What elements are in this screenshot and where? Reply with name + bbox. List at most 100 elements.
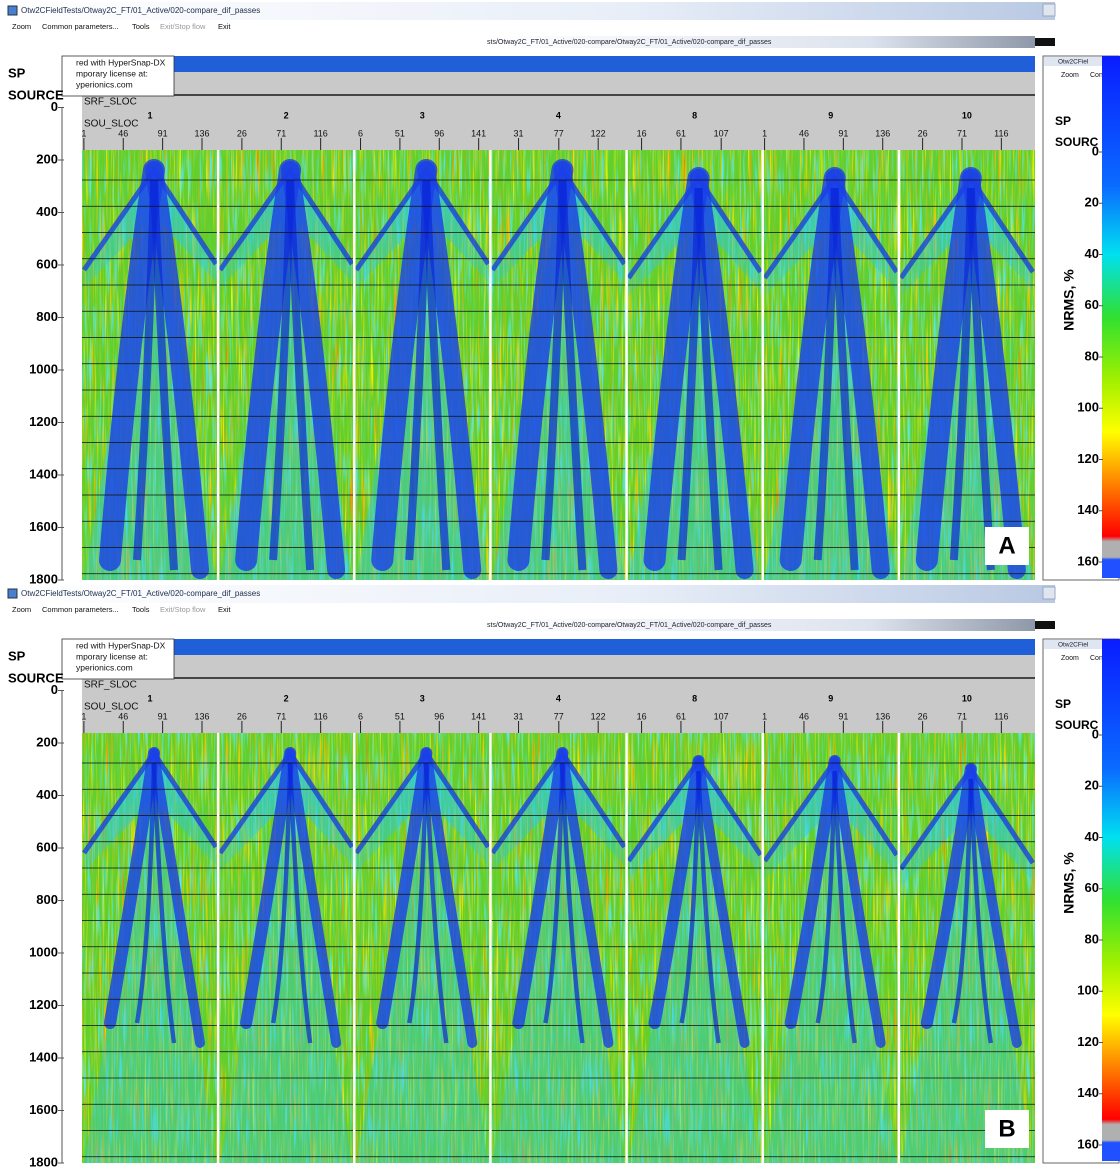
- srf-sloc-label: 1: [147, 110, 152, 120]
- direct-event: [951, 778, 974, 1024]
- y-tick-label: 1200: [29, 997, 58, 1012]
- direct-event: [779, 167, 846, 571]
- direct-event: [285, 748, 342, 1048]
- sou-sloc-label: 26: [237, 128, 247, 138]
- srf-sloc-label: 2: [284, 693, 289, 703]
- direct-event: [966, 187, 995, 571]
- path-text: sts/Otway2C_FT/01_Active/020-compare/Otw…: [487, 39, 772, 46]
- path-text: sts/Otway2C_FT/01_Active/020-compare/Otw…: [487, 622, 772, 629]
- path-strip: [485, 619, 1035, 631]
- direct-event: [99, 159, 165, 571]
- direct-event: [648, 754, 705, 1030]
- lower-fan: [900, 769, 1033, 1163]
- y-tick-label: 800: [36, 892, 58, 907]
- direct-event: [543, 762, 565, 1024]
- sou-sloc-label: 141: [471, 128, 486, 138]
- direct-event: [281, 161, 346, 579]
- sou-sloc-label: 116: [313, 128, 327, 138]
- sou-sloc-label: 51: [395, 711, 405, 721]
- sou-sloc-label: 1: [81, 711, 86, 721]
- direct-event: [829, 756, 886, 1048]
- menu-item[interactable]: Exit/Stop flow: [160, 605, 206, 614]
- sou-sloc-label: 26: [918, 711, 928, 721]
- direct-event: [679, 770, 701, 1024]
- menu-item[interactable]: Exit: [218, 22, 231, 31]
- direct-event: [915, 167, 982, 571]
- colorbar-tick-label: 0: [1092, 726, 1099, 741]
- panel-label-box: [985, 527, 1029, 565]
- watermark-line: yperionics.com: [76, 662, 133, 672]
- menu-item[interactable]: Exit: [218, 605, 231, 614]
- y-tick-label: 600: [36, 256, 58, 271]
- sou-sloc-label: 46: [118, 128, 128, 138]
- direct-event: [968, 778, 994, 1044]
- header: [82, 72, 1035, 150]
- colorbar-tick-label: 100: [1077, 983, 1099, 998]
- sou-sloc-label: 1: [81, 128, 86, 138]
- colorbar-tick-label: 120: [1077, 1034, 1099, 1049]
- direct-event: [417, 161, 482, 579]
- colorbar-axis-label: SOURC: [1055, 718, 1099, 732]
- colorbar-window-title: Otw2CFiel: [1058, 642, 1089, 649]
- direct-event: [151, 762, 177, 1044]
- path-strip: [485, 36, 1035, 48]
- menu-item[interactable]: Zoom: [12, 22, 31, 31]
- menu-item[interactable]: Exit/Stop flow: [160, 22, 206, 31]
- sou-sloc-label: 77: [554, 711, 564, 721]
- menu-item[interactable]: Zoom: [12, 605, 31, 614]
- direct-event: [270, 762, 293, 1024]
- srf-sloc-label: 10: [962, 110, 972, 120]
- colorbar-tick-label: 140: [1077, 1085, 1099, 1100]
- seismic-image: [82, 150, 1035, 580]
- sou-sloc-label: 6: [358, 128, 363, 138]
- watermark-box: [61, 638, 175, 680]
- lower-fan: [628, 761, 761, 1163]
- sou-sloc-label: 136: [194, 128, 209, 138]
- sou-sloc-label: 1: [762, 711, 767, 721]
- srf-sloc-label: 10: [962, 693, 972, 703]
- menu-item[interactable]: Common parameters...: [42, 605, 119, 614]
- colorbar-menu-item: Zoom: [1061, 72, 1079, 79]
- sou-sloc-label: 61: [676, 711, 686, 721]
- title-bar: [0, 585, 1055, 603]
- colorbar-window-title: Otw2CFiel: [1058, 59, 1089, 66]
- menu-item[interactable]: Tools: [132, 605, 150, 614]
- axis-label: SP: [8, 648, 26, 663]
- colorbar-tick-label: 140: [1077, 502, 1099, 517]
- direct-event: [832, 770, 857, 1044]
- direct-event: [235, 159, 302, 571]
- srf-sloc-label: 4: [556, 110, 561, 120]
- colorbar-axis-label: SP: [1055, 114, 1071, 128]
- lower-fan: [220, 753, 353, 1163]
- menu-item[interactable]: Tools: [132, 22, 150, 31]
- colorbar-gradient: [1102, 639, 1120, 1161]
- sou-sloc-label: 16: [637, 711, 647, 721]
- y-tick-label: 1400: [29, 1049, 58, 1064]
- sou-sloc-label: 71: [957, 711, 967, 721]
- sou-sloc-label: 26: [237, 711, 247, 721]
- sou-sloc-label: 116: [994, 128, 1008, 138]
- colorbar-tick-label: 40: [1085, 829, 1099, 844]
- lower-fan: [492, 753, 625, 1163]
- direct-event: [134, 762, 157, 1024]
- lower-fan: [84, 753, 216, 1163]
- menu-item[interactable]: Common parameters...: [42, 22, 119, 31]
- window-panel: Otw2CFieldTests/Otway2C_FT/01_Active/020…: [0, 585, 1120, 1169]
- seismic-image: [82, 733, 1035, 1163]
- direct-event: [407, 762, 429, 1024]
- y-tick-label: 200: [36, 151, 58, 166]
- colorbar-title-bar: [1044, 57, 1102, 66]
- watermark-line: red with HyperSnap-DX: [76, 57, 166, 67]
- window-control: [1042, 586, 1056, 600]
- colorbar-tick-label: 160: [1077, 1136, 1099, 1151]
- direct-event: [693, 756, 750, 1048]
- blue-bar: [82, 56, 1035, 72]
- y-tick-label: 0: [51, 682, 58, 697]
- axis-label: SP: [8, 65, 26, 80]
- sou-sloc-label: 77: [554, 128, 564, 138]
- direct-event: [150, 179, 178, 571]
- sou-sloc-label: 91: [838, 711, 848, 721]
- direct-event: [376, 746, 433, 1030]
